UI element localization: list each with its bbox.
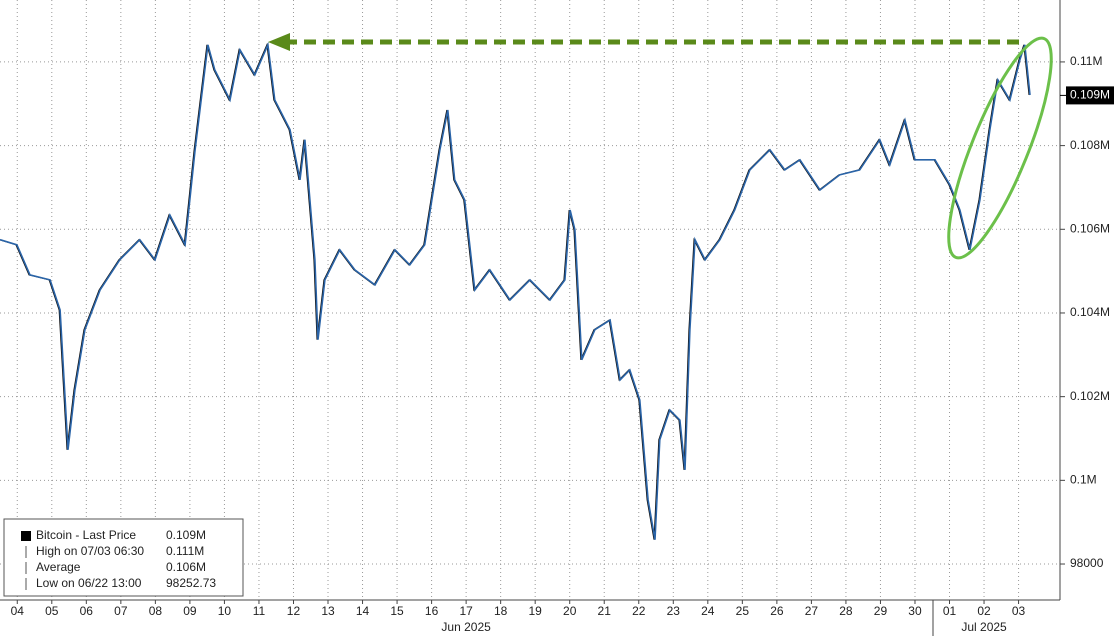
price-line	[0, 41, 1031, 540]
x-tick-label: 03	[1012, 604, 1026, 618]
x-tick-label: 27	[805, 604, 819, 618]
x-tick-label: 19	[528, 604, 542, 618]
legend-box	[3, 518, 244, 597]
x-tick-label: 17	[459, 604, 473, 618]
last-price-label: 0.109M	[1070, 88, 1110, 102]
x-tick-label: 16	[425, 604, 439, 618]
x-tick-label: 02	[977, 604, 991, 618]
x-tick-label: 06	[80, 604, 94, 618]
x-tick-label: 24	[701, 604, 715, 618]
legend-label: High on 07/03 06:30	[36, 544, 144, 558]
x-tick-label: 28	[839, 604, 853, 618]
legend-label: Bitcoin - Last Price	[36, 528, 136, 542]
x-tick-label: 30	[908, 604, 922, 618]
x-tick-label: 29	[874, 604, 888, 618]
y-tick-label: 0.102M	[1070, 389, 1110, 403]
month-label: Jul 2025	[961, 620, 1007, 634]
y-tick-label: 0.11M	[1070, 54, 1102, 68]
y-tick-label: 0.1M	[1070, 473, 1097, 487]
legend-swatch	[21, 531, 31, 541]
x-tick-label: 12	[287, 604, 301, 618]
month-label: Jun 2025	[441, 620, 491, 634]
x-tick-label: 25	[736, 604, 750, 618]
x-tick-label: 07	[114, 604, 128, 618]
x-tick-label: 14	[356, 604, 370, 618]
last-price-box	[1066, 86, 1114, 105]
plot-layer	[0, 41, 1031, 540]
x-tick-label: 04	[11, 604, 25, 618]
y-tick-label: 98000	[1070, 556, 1104, 570]
y-tick-label: 0.104M	[1070, 305, 1110, 319]
x-tick-label: 23	[667, 604, 681, 618]
x-tick-label: 13	[321, 604, 335, 618]
legend-value: 98252.73	[166, 576, 216, 590]
legend-value: 0.111M	[166, 544, 204, 558]
y-tick-label: 0.108M	[1070, 138, 1110, 152]
legend: Bitcoin - Last Price 0.109M High on 07/03 …	[3, 518, 244, 597]
x-tick-label: 08	[149, 604, 163, 618]
x-tick-label: 01	[943, 604, 957, 618]
legend-value: 0.109M	[166, 528, 206, 542]
highlight-ellipse	[947, 36, 1053, 260]
legend-label: Average	[36, 560, 81, 574]
legend-label: Low on 06/22 13:00	[36, 576, 142, 590]
y-tick-label: 0.106M	[1070, 221, 1110, 235]
x-tick-label: 09	[183, 604, 197, 618]
x-tick-label: 15	[390, 604, 404, 618]
x-tick-label: 26	[770, 604, 784, 618]
x-tick-label: 22	[632, 604, 646, 618]
x-tick-label: 21	[598, 604, 612, 618]
x-tick-label: 10	[218, 604, 232, 618]
x-tick-label: 20	[563, 604, 577, 618]
arrow-head	[268, 33, 290, 51]
legend-value: 0.106M	[166, 560, 206, 574]
x-tick-label: 18	[494, 604, 508, 618]
x-tick-label: 05	[45, 604, 59, 618]
x-tick-label: 11	[253, 604, 266, 618]
